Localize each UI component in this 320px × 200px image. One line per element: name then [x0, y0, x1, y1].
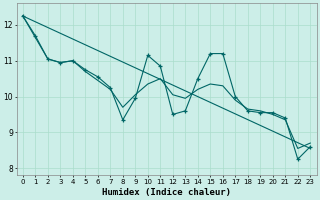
X-axis label: Humidex (Indice chaleur): Humidex (Indice chaleur): [102, 188, 231, 197]
